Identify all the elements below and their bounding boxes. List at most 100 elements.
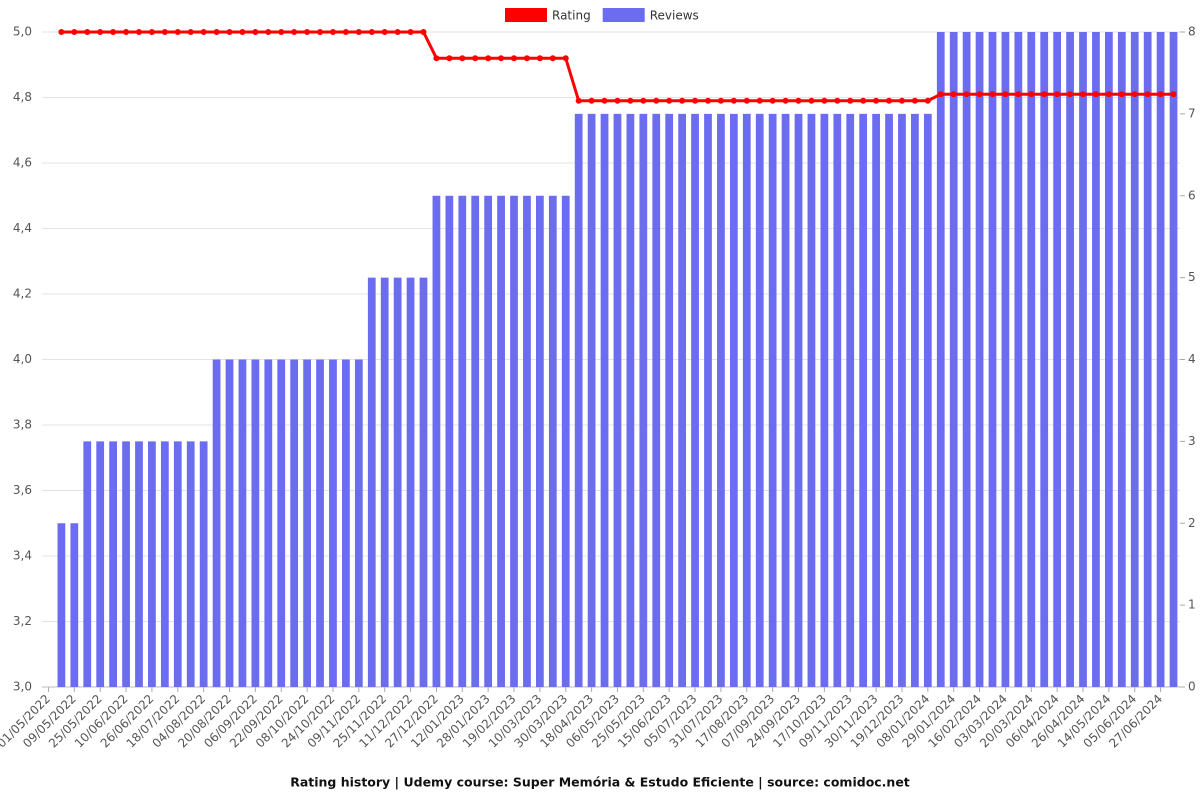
bar	[70, 523, 79, 687]
legend-label: Reviews	[650, 9, 699, 23]
point	[71, 29, 78, 35]
point	[446, 55, 453, 62]
bar	[83, 441, 92, 687]
y-tick-label: 4,4	[13, 221, 32, 235]
point	[601, 97, 608, 104]
point	[549, 55, 556, 62]
point	[355, 29, 362, 35]
point	[252, 29, 259, 35]
point	[834, 97, 841, 104]
y2-tick-label: 6	[1188, 188, 1196, 202]
point	[588, 97, 595, 104]
bar	[238, 359, 247, 687]
bar	[316, 359, 324, 687]
point	[653, 97, 660, 104]
point	[924, 97, 931, 104]
bar	[303, 359, 311, 687]
point	[627, 97, 634, 104]
point	[485, 55, 492, 62]
bar	[755, 113, 764, 687]
y-tick-label: 5,0	[13, 25, 32, 39]
point	[782, 97, 789, 104]
point	[187, 29, 194, 35]
legend-swatch	[505, 8, 547, 22]
point	[1002, 91, 1009, 98]
point	[213, 29, 220, 35]
bar	[535, 195, 544, 687]
y-tick-label: 4,0	[13, 352, 32, 366]
chart-title: Rating history | Udemy course: Super Mem…	[290, 775, 910, 790]
bar	[872, 113, 880, 687]
point	[821, 97, 828, 104]
point	[911, 97, 918, 104]
y-tick-label: 3,2	[13, 614, 32, 628]
point	[161, 29, 168, 35]
y2-tick-label: 4	[1188, 352, 1196, 366]
point	[743, 97, 750, 104]
bar	[264, 359, 273, 687]
point	[666, 97, 673, 104]
bar	[406, 277, 415, 687]
point	[511, 55, 518, 62]
bar	[419, 277, 428, 687]
point	[265, 29, 272, 35]
bar	[1130, 32, 1139, 687]
bar	[613, 113, 622, 687]
bar	[523, 195, 531, 687]
point	[1067, 91, 1074, 98]
bar	[1066, 32, 1074, 687]
bar	[936, 32, 945, 687]
point	[1080, 91, 1087, 98]
point	[937, 91, 944, 98]
bar	[445, 195, 454, 687]
point	[756, 97, 763, 104]
point	[1105, 91, 1112, 98]
point	[420, 29, 427, 35]
bar	[432, 195, 441, 687]
point	[1028, 91, 1035, 98]
bar	[561, 195, 570, 687]
bar	[911, 113, 919, 687]
bar	[1053, 32, 1062, 687]
point	[873, 97, 880, 104]
point	[769, 97, 776, 104]
legend-swatch	[602, 8, 645, 22]
point	[407, 29, 414, 35]
y-tick-label: 4,6	[13, 156, 32, 170]
bar	[665, 113, 674, 687]
y2-tick-label: 8	[1188, 25, 1196, 39]
legend-label: Rating	[552, 9, 591, 23]
y2-tick-label: 2	[1188, 516, 1196, 530]
point	[614, 97, 621, 104]
point	[562, 55, 569, 62]
bar	[1079, 32, 1087, 687]
point	[898, 97, 905, 104]
bar	[975, 32, 984, 687]
bar	[639, 113, 648, 687]
bar	[1092, 32, 1100, 687]
bar	[846, 113, 855, 687]
y-tick-label: 3,8	[13, 418, 32, 432]
bar	[833, 113, 842, 687]
point	[472, 55, 479, 62]
point	[459, 55, 466, 62]
bar	[497, 195, 505, 687]
point	[394, 29, 401, 35]
point	[963, 91, 970, 98]
bar	[173, 441, 182, 687]
bar	[1169, 32, 1178, 687]
bar	[768, 113, 777, 687]
y2-tick-label: 3	[1188, 434, 1196, 448]
bar	[510, 195, 518, 687]
bar	[212, 359, 221, 687]
bar	[186, 441, 195, 687]
point	[239, 29, 246, 35]
point	[329, 29, 336, 35]
bar	[794, 113, 803, 687]
bar	[458, 195, 467, 687]
bar	[898, 113, 906, 687]
bar	[484, 195, 493, 687]
point	[278, 29, 285, 35]
bar	[923, 113, 932, 687]
